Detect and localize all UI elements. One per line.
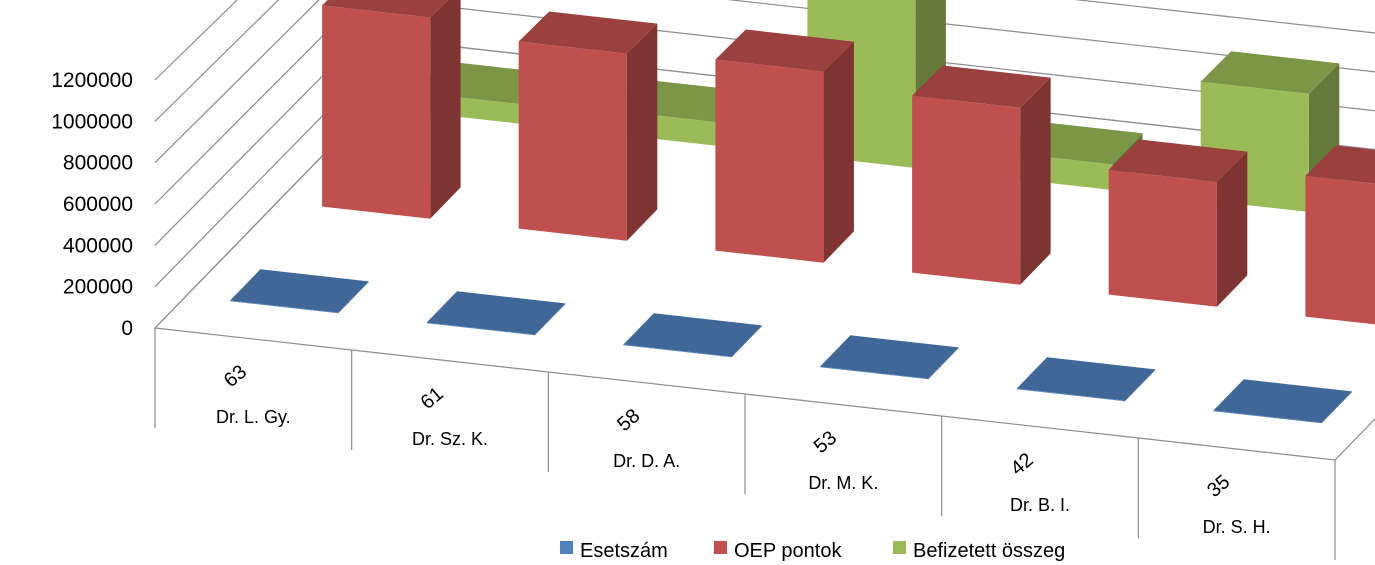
y-tick-label: 1000000: [51, 110, 133, 133]
bar-top: [1213, 379, 1352, 423]
bar-1-4: [1108, 139, 1248, 307]
bar-front: [1108, 169, 1217, 307]
gridline-side: [154, 0, 360, 205]
bar-front: [322, 5, 431, 219]
bar-front: [1016, 388, 1125, 402]
category-group-label: 61: [417, 383, 448, 414]
bar-side: [731, 325, 762, 358]
bar-side: [823, 41, 854, 263]
category-group-label: 58: [613, 405, 644, 436]
bar-1-0: [322, 0, 461, 219]
legend-swatch: [714, 541, 727, 554]
bar-1-2: [715, 29, 854, 263]
category-label: Dr. M. K.: [808, 473, 878, 493]
gridline-side: [154, 0, 320, 164]
y-tick-label: 1200000: [51, 69, 133, 92]
y-tick-label: 200000: [63, 276, 133, 299]
bar-front: [1305, 175, 1375, 325]
bar-side: [1020, 77, 1051, 285]
category-group-label: 63: [220, 361, 251, 392]
bar-top: [230, 269, 369, 313]
category-label: Dr. B. I.: [1010, 495, 1070, 515]
category-group-label: 53: [810, 427, 841, 458]
bar-front: [623, 344, 732, 358]
bar-top: [715, 29, 854, 72]
bar-0-3: [820, 335, 959, 380]
legend-item: Befizetett összeg: [893, 540, 1065, 562]
bar-top: [623, 313, 762, 357]
bar-side: [1124, 369, 1156, 402]
bar-1-1: [518, 11, 658, 241]
bar-side: [430, 0, 461, 219]
category-label: Dr. D. A.: [613, 451, 680, 471]
legend-item: Esetszám: [560, 540, 668, 562]
bar-front: [230, 300, 339, 314]
bar-side: [928, 347, 959, 380]
bar-1-3: [912, 65, 1051, 285]
gridline-side: [154, 0, 280, 122]
bar-front: [912, 95, 1021, 285]
bar-0-0: [230, 269, 369, 314]
bar-top: [1108, 139, 1248, 182]
bar-top: [1016, 357, 1156, 401]
bar-side: [1321, 391, 1352, 424]
legend-swatch: [560, 541, 573, 554]
bar-1-5: [1305, 145, 1375, 325]
gridline: [726, 0, 1375, 73]
y-tick-label: 600000: [63, 193, 133, 216]
category-label: Dr. L. Gy.: [216, 407, 291, 427]
bar-0-1: [426, 291, 566, 336]
legend: Esetszám OEP pontok Befizetett összeg: [560, 540, 1065, 562]
y-tick-label: 0: [121, 317, 133, 340]
bar-top: [1305, 145, 1375, 184]
legend-label: Befizetett összeg: [913, 540, 1065, 562]
y-tick-label: 400000: [63, 234, 133, 257]
bar-front: [715, 59, 824, 263]
category-group-label: 42: [1007, 449, 1038, 480]
bar-front: [1213, 410, 1322, 424]
category-label: Dr. S. H.: [1203, 517, 1271, 537]
bar-0-2: [623, 313, 762, 358]
legend-label: OEP pontok: [734, 540, 842, 562]
bar-top: [820, 335, 959, 379]
bar-side: [626, 23, 658, 241]
bar-front: [518, 41, 627, 241]
y-axis-ticks: 0 200000 400000 600000 800000 1000000 1200000: [51, 69, 133, 340]
bar-side: [338, 281, 369, 314]
bar-top: [912, 65, 1051, 108]
legend-swatch: [893, 541, 906, 554]
category-group-label: 35: [1203, 471, 1234, 502]
bar-top: [1200, 51, 1340, 94]
bar-0-5: [1213, 379, 1352, 424]
bar-0-4: [1016, 357, 1156, 402]
bar-top: [518, 11, 658, 54]
bar-side: [1216, 151, 1248, 307]
bar-top: [426, 291, 566, 335]
gridline-side: [154, 0, 238, 81]
legend-item: OEP pontok: [714, 540, 842, 562]
bar-front: [820, 366, 929, 380]
bar-top: [322, 0, 448, 18]
category-labels: Dr. L. Gy. 63 Dr. Sz. K. 61 Dr. D. A. 58 Dr. M…: [216, 361, 1271, 537]
bar-front: [426, 322, 535, 336]
bars: [230, 0, 1375, 424]
legend-label: Esetszám: [580, 540, 668, 562]
category-label: Dr. Sz. K.: [412, 429, 488, 449]
bar-side: [534, 303, 566, 336]
y-tick-label: 800000: [63, 152, 133, 175]
